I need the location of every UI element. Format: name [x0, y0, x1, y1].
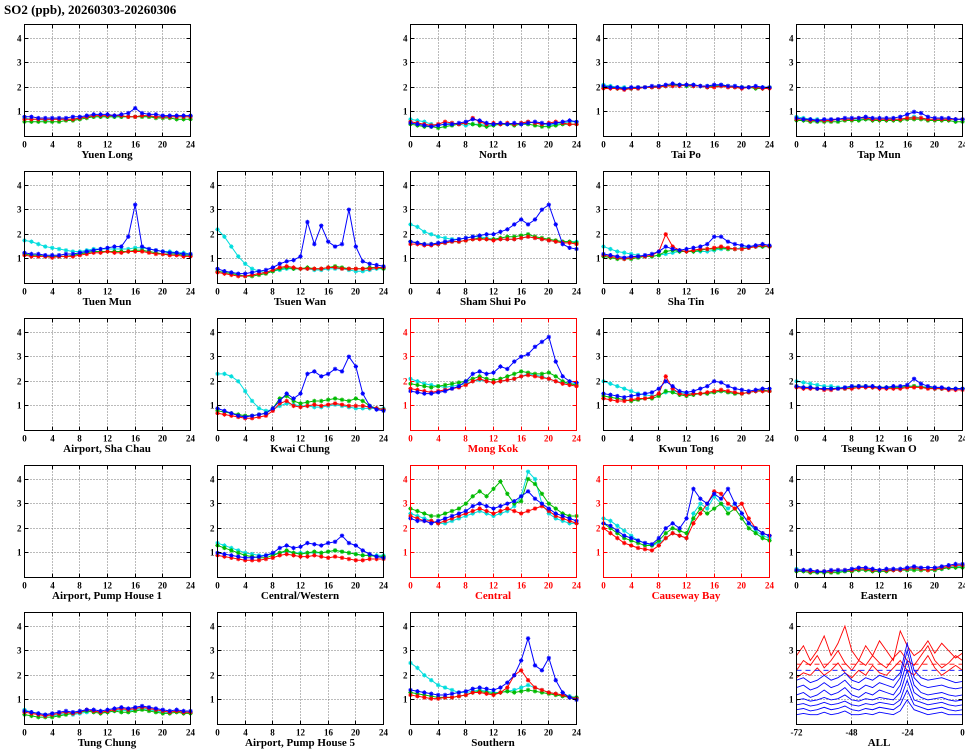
chart-cell-eastern: Eastern — [774, 461, 965, 606]
chart-title: Yuen Long — [81, 149, 133, 161]
chart-cell-sham-shui-po: Sham Shui Po — [388, 167, 581, 312]
chart-title: Airport, Sha Chau — [63, 443, 151, 455]
plot-canvas — [2, 20, 195, 150]
chart-title: Tuen Mun — [82, 296, 132, 308]
chart-title: Southern — [471, 737, 515, 749]
chart-cell-tung-chung: Tung Chung — [2, 608, 195, 753]
chart-title: Tung Chung — [77, 737, 137, 749]
chart-title: Sham Shui Po — [459, 296, 527, 308]
plot-canvas — [581, 314, 774, 444]
chart-cell-kwun-tong: Kwun Tong — [581, 314, 774, 459]
chart-title: Tsuen Wan — [273, 296, 327, 308]
chart-cell-airport-pump-house-5: Airport, Pump House 5 — [195, 608, 388, 753]
plot-canvas — [581, 461, 774, 591]
chart-cell-airport-pump-house-1: Airport, Pump House 1 — [2, 461, 195, 606]
plot-canvas — [774, 314, 965, 444]
plot-canvas — [581, 167, 774, 297]
plot-canvas — [581, 20, 774, 150]
chart-cell-kwai-chung: Kwai Chung — [195, 314, 388, 459]
chart-title: Central/Western — [260, 590, 340, 602]
chart-cell-tsuen-wan: Tsuen Wan — [195, 167, 388, 312]
plot-canvas — [195, 167, 388, 297]
chart-title: Tap Mun — [857, 149, 901, 161]
plot-canvas — [774, 461, 965, 591]
plot-canvas — [195, 461, 388, 591]
chart-cell-north: North — [388, 20, 581, 165]
chart-title: Tseung Kwan O — [841, 443, 917, 455]
plot-canvas — [2, 608, 195, 738]
chart-title: North — [478, 149, 508, 161]
chart-cell-mong-kok: Mong Kok — [388, 314, 581, 459]
chart-title: Airport, Pump House 1 — [52, 590, 162, 602]
chart-cell-airport-sha-chau: Airport, Sha Chau — [2, 314, 195, 459]
plot-canvas — [388, 461, 581, 591]
chart-cell-tuen-mun: Tuen Mun — [2, 167, 195, 312]
page-title: SO2 (ppb), 20260303-20260306 — [4, 2, 177, 17]
chart-cell-yuen-long: Yuen Long — [2, 20, 195, 165]
chart-cell-sha-tin: Sha Tin — [581, 167, 774, 312]
plot-canvas — [388, 167, 581, 297]
chart-title: Airport, Pump House 5 — [245, 737, 355, 749]
chart-title: ALL — [867, 737, 891, 749]
plot-canvas — [774, 20, 965, 150]
plot-canvas — [2, 461, 195, 591]
chart-title: Causeway Bay — [651, 590, 721, 602]
plot-canvas — [195, 608, 388, 738]
chart-cell-southern: Southern — [388, 608, 581, 753]
chart-title: Tai Po — [671, 149, 701, 161]
plot-canvas — [2, 167, 195, 297]
chart-cell-tseung-kwan-o: Tseung Kwan O — [774, 314, 965, 459]
chart-title: Kwai Chung — [270, 443, 330, 455]
chart-cell-all: ALL — [774, 608, 965, 753]
plot-canvas — [774, 608, 965, 738]
plot-canvas — [388, 608, 581, 738]
chart-title: Kwun Tong — [658, 443, 714, 455]
plot-canvas — [195, 314, 388, 444]
chart-cell-causeway-bay: Causeway Bay — [581, 461, 774, 606]
plot-canvas — [388, 314, 581, 444]
chart-cell-tai-po: Tai Po — [581, 20, 774, 165]
plot-canvas — [2, 314, 195, 444]
chart-title: Eastern — [860, 590, 898, 602]
chart-cell-central-western: Central/Western — [195, 461, 388, 606]
chart-title: Sha Tin — [667, 296, 705, 308]
plot-canvas — [388, 20, 581, 150]
chart-title: Central — [474, 590, 512, 602]
chart-title: Mong Kok — [467, 443, 519, 455]
chart-cell-tap-mun: Tap Mun — [774, 20, 965, 165]
chart-cell-central: Central — [388, 461, 581, 606]
